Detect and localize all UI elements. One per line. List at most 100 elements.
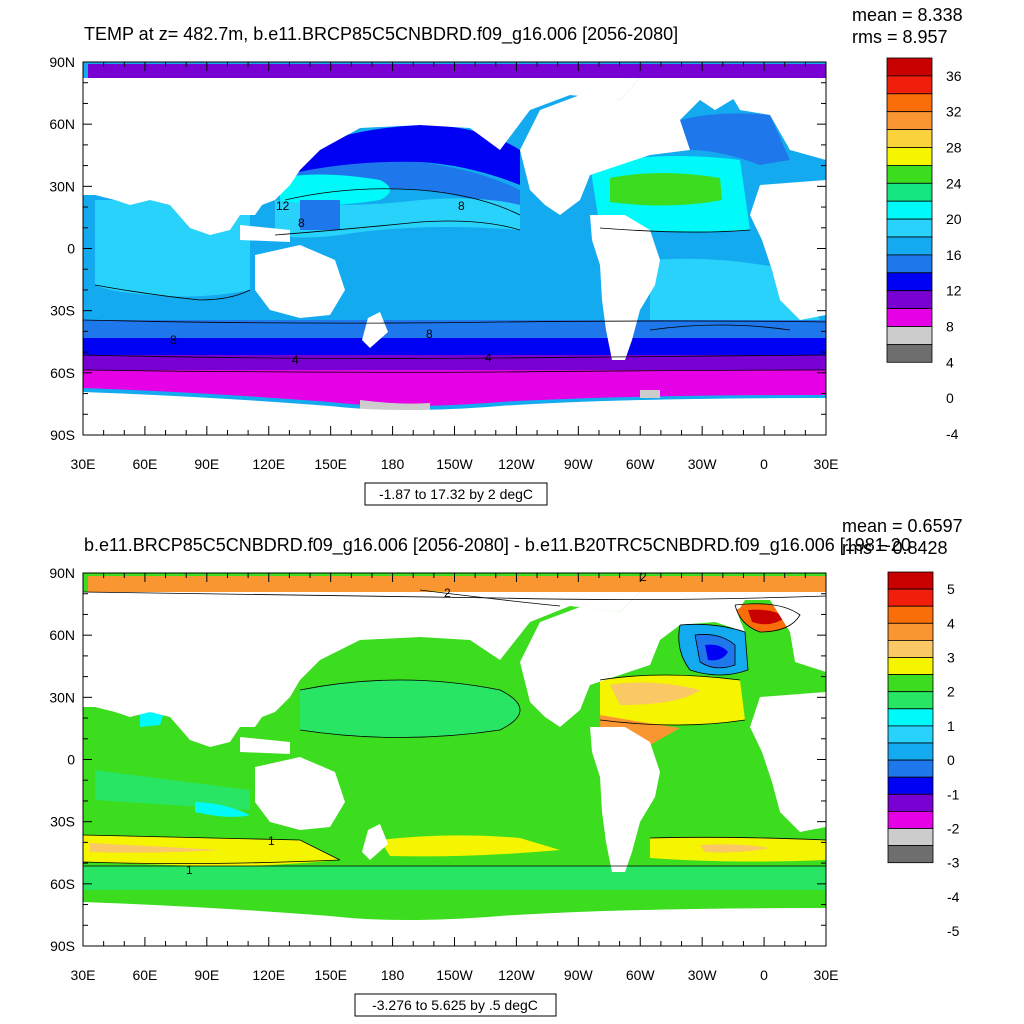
top-title: TEMP at z= 482.7m, b.e11.BRCP85C5CNBDRD.… (84, 24, 678, 45)
top-colorbar-label: -4 (946, 426, 959, 442)
bottom-colorbar-label: -1 (947, 786, 960, 802)
top-lon-label: 0 (760, 456, 768, 472)
bottom-colorbar-swatch (887, 725, 934, 744)
top-lat-label: 0 (67, 241, 75, 257)
top-land-greenland (690, 78, 750, 110)
top-colorbar-swatch (886, 164, 933, 184)
bottom-land-australia (255, 757, 345, 830)
bottom-lon-label: 30E (814, 967, 839, 983)
top-so-band2 (83, 338, 826, 356)
top-natlantic-inner (610, 173, 722, 206)
top-range-box (364, 482, 548, 506)
top-colorbar: 36 32 28 24 20 16 12 8 4 0 -4 (886, 57, 962, 442)
top-colorbar-label: 36 (946, 68, 962, 84)
bottom-colorbar-swatch (887, 793, 934, 812)
svg-text:1: 1 (268, 834, 275, 848)
top-map: 12 8 8 8 8 4 4 (83, 62, 826, 435)
svg-text:8: 8 (458, 199, 465, 213)
top-land-northamerica (520, 78, 826, 215)
top-colorbar-swatch (886, 254, 933, 274)
top-land-africa (750, 180, 826, 320)
top-lon-label: 150E (314, 456, 347, 472)
top-lat-label: 60N (49, 116, 75, 132)
bottom-mean: mean = 0.6597 (842, 516, 963, 536)
bottom-lat-label: 60N (49, 627, 75, 643)
bottom-lon-label: 180 (381, 967, 405, 983)
bottom-nwpacific-cyan (140, 710, 165, 727)
top-colorbar-swatch (886, 200, 933, 220)
bottom-colorbar-swatch (887, 691, 934, 710)
bottom-colorbar-label: 3 (947, 650, 955, 666)
top-colorbar-label: 28 (946, 140, 962, 156)
bottom-land-eurasia (83, 592, 640, 747)
bottom-pacific-darkgreen (300, 680, 520, 738)
top-land-nz (362, 312, 388, 348)
bottom-natl-orange (610, 682, 700, 705)
top-land-southamerica (590, 215, 660, 360)
bottom-colorbar-label: -3 (947, 855, 960, 871)
top-colorbar-label: 4 (946, 354, 954, 370)
bottom-colorbar-swatch (887, 828, 934, 847)
bottom-lon-axis: 30E 60E 90E 120E 150E 180 150W 120W 90W 60W 30W 0 30… (71, 573, 839, 983)
bottom-colorbar-label: -5 (947, 923, 960, 939)
bottom-lat-axis: 90N 60N 30N 0 30S 60S 90S (49, 565, 826, 954)
bottom-land-northamerica (520, 592, 826, 727)
top-so-band3 (83, 355, 826, 371)
bottom-so-yellow-mid (380, 835, 560, 857)
top-npacific-gyre (280, 174, 390, 206)
top-arctic-band (88, 64, 826, 78)
bottom-lon-label: 60E (132, 967, 157, 983)
bottom-colorbar-label: 5 (947, 581, 955, 597)
bottom-lon-label: 150E (314, 967, 347, 983)
bottom-range-box (354, 993, 557, 1017)
bottom-lon-label: 120W (498, 967, 535, 983)
bottom-colorbar-label: -2 (947, 821, 960, 837)
bottom-title: b.e11.BRCP85C5CNBDRD.f09_g16.006 [2056-2… (84, 535, 911, 556)
top-lat-axis: 90N 60N 30N 0 30S 60S 90S (49, 54, 826, 443)
top-colorbar-label: 32 (946, 104, 962, 120)
top-lat-label: 90S (50, 427, 75, 443)
bottom-arctic-band (88, 576, 826, 592)
bottom-land-southamerica (590, 727, 660, 872)
bottom-indian-cyan (195, 802, 250, 817)
top-colorbar-swatch (886, 182, 933, 202)
svg-text:4: 4 (292, 353, 299, 367)
top-colorbar-label: 24 (946, 175, 962, 191)
bottom-colorbar: 5 4 3 2 1 0 -1 -2 -3 -4 -5 (887, 571, 960, 939)
top-colorbar-swatch (886, 326, 933, 345)
top-land-australia (255, 245, 345, 318)
bottom-colorbar-swatch (887, 742, 934, 761)
bottom-colorbar-swatch (887, 657, 934, 676)
top-mean: mean = 8.338 (852, 5, 963, 25)
bottom-lat-label: 30S (50, 814, 75, 830)
bottom-lon-label: 30W (688, 967, 718, 983)
top-contours (83, 188, 826, 373)
bottom-rms: rms = 0.8428 (842, 538, 948, 558)
top-colorbar-label: 0 (946, 390, 954, 406)
top-rms: rms = 8.957 (852, 27, 948, 47)
bottom-colorbar-swatch (887, 674, 934, 693)
top-land-antarctica (83, 392, 826, 435)
bottom-colorbar-swatch (887, 708, 934, 727)
top-colorbar-label: 12 (946, 283, 962, 299)
bottom-lon-label: 60W (626, 967, 656, 983)
svg-text:2: 2 (444, 586, 451, 600)
bottom-land-indonesia (240, 737, 290, 754)
bottom-colorbar-swatch (887, 776, 934, 795)
bottom-panel: b.e11.BRCP85C5CNBDRD.f09_g16.006 [2056-2… (49, 516, 963, 1017)
top-colorbar-swatch (886, 129, 933, 148)
top-antarctic-ice2 (640, 390, 660, 398)
bottom-lat-label: 0 (67, 752, 75, 768)
top-colorbar-label: 20 (946, 211, 962, 227)
bottom-colorbar-swatch (887, 845, 934, 864)
top-colorbar-swatch (886, 111, 933, 130)
top-lon-axis: 30E 60E 90E 120E 150E 180 150W 120W 90W 60W 30W 0 30… (71, 62, 838, 472)
bottom-natl-cold-core (705, 644, 728, 661)
bottom-colorbar-swatch (887, 588, 934, 607)
bottom-lon-label: 30E (71, 967, 96, 983)
top-colorbar-swatch (886, 57, 933, 77)
bottom-lon-label: 90W (564, 967, 594, 983)
top-lon-label: 180 (381, 456, 405, 472)
bottom-colorbar-swatch (887, 622, 934, 641)
